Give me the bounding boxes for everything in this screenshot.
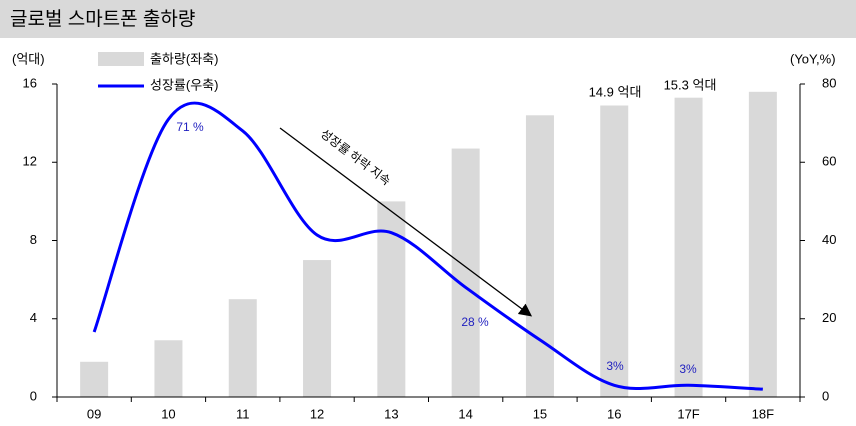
y2-tick-label: 60 xyxy=(822,154,836,169)
legend-label: 성장률(우축) xyxy=(150,77,218,92)
annotation: 15.3 억대 xyxy=(664,77,717,92)
trend-arrow xyxy=(279,127,533,317)
bar xyxy=(303,260,332,397)
y-tick-label: 0 xyxy=(30,388,37,403)
annotation: 71 % xyxy=(176,120,204,134)
bar xyxy=(748,91,777,397)
annotation: 3% xyxy=(606,359,624,373)
bar xyxy=(525,115,554,398)
x-tick-label: 17F xyxy=(677,406,699,421)
y2-tick-label: 40 xyxy=(822,232,836,247)
annotation: 14.9 억대 xyxy=(589,84,642,99)
bar xyxy=(674,97,703,397)
x-tick-label: 10 xyxy=(161,406,175,421)
annotation: 28 % xyxy=(461,315,489,329)
y-tick-label: 16 xyxy=(23,75,37,90)
bar xyxy=(451,148,480,397)
x-tick-label: 16 xyxy=(607,406,621,421)
y-axis-label: (억대) xyxy=(12,51,45,66)
legend-swatch-bar xyxy=(98,52,144,66)
y2-tick-label: 80 xyxy=(822,75,836,90)
y-tick-label: 12 xyxy=(23,154,37,169)
bar xyxy=(600,105,629,398)
bar xyxy=(154,340,183,397)
annotation: 3% xyxy=(679,362,697,376)
bar xyxy=(80,361,109,397)
x-tick-label: 12 xyxy=(310,406,324,421)
annotation: 성장률 하락 지속 xyxy=(318,126,393,188)
title-band xyxy=(0,0,856,38)
line-series xyxy=(92,101,763,391)
x-tick-label: 09 xyxy=(87,406,101,421)
chart-title: 글로벌 스마트폰 출하량 xyxy=(10,8,195,30)
y-tick-label: 8 xyxy=(30,232,37,247)
legend-label: 출하량(좌축) xyxy=(150,51,218,66)
bar xyxy=(228,299,257,397)
y2-tick-label: 20 xyxy=(822,310,836,325)
x-tick-label: 11 xyxy=(236,406,250,421)
x-tick-label: 14 xyxy=(458,406,472,421)
x-tick-label: 13 xyxy=(384,406,398,421)
y-tick-label: 4 xyxy=(30,310,37,325)
x-tick-label: 18F xyxy=(752,406,774,421)
y2-tick-label: 0 xyxy=(822,388,829,403)
y2-axis-label: (YoY,%) xyxy=(790,51,836,66)
x-tick-label: 15 xyxy=(533,406,547,421)
